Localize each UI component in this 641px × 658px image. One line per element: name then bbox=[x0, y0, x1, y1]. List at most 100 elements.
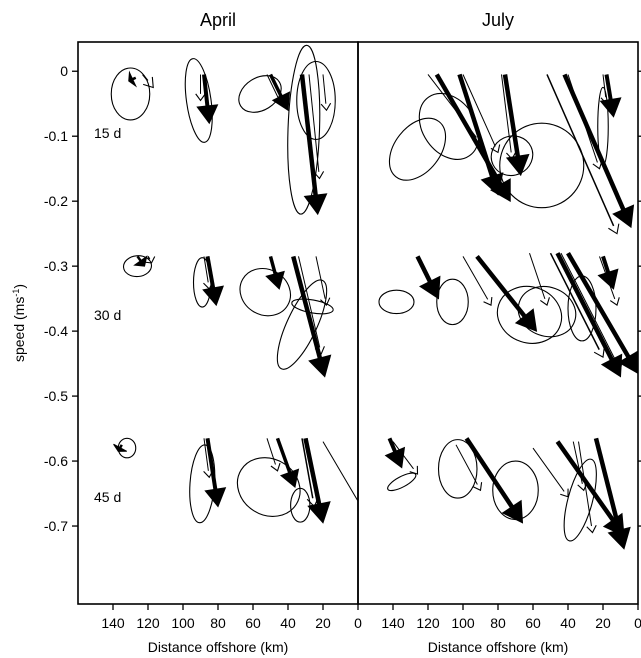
x-tick-label: 140 bbox=[101, 615, 125, 631]
vector-shaft bbox=[457, 73, 495, 178]
current-vector bbox=[384, 437, 406, 469]
x-tick-label: 140 bbox=[381, 615, 405, 631]
vector-shaft bbox=[322, 74, 327, 104]
vector-head bbox=[133, 255, 148, 267]
current-vector bbox=[549, 252, 605, 358]
vector-head bbox=[113, 443, 128, 452]
vector-head bbox=[483, 296, 493, 306]
vector-shaft bbox=[132, 76, 137, 81]
current-vector bbox=[501, 74, 517, 160]
vector-head bbox=[128, 70, 138, 88]
vector-shaft bbox=[599, 256, 616, 300]
vector-shaft bbox=[501, 74, 512, 153]
variance-ellipse bbox=[110, 67, 151, 121]
vector-shaft bbox=[549, 252, 600, 350]
vector-shaft bbox=[555, 440, 615, 522]
current-vector bbox=[593, 437, 631, 550]
x-tick-label: 0 bbox=[634, 615, 641, 631]
current-vector bbox=[462, 256, 493, 306]
vector-head bbox=[617, 350, 638, 374]
variance-ellipse bbox=[296, 60, 336, 141]
vector-head bbox=[303, 193, 328, 216]
vector-shaft bbox=[593, 437, 622, 531]
current-vector bbox=[144, 256, 156, 264]
vector-head bbox=[384, 446, 406, 469]
vector-head bbox=[279, 468, 300, 488]
y-axis-label-main: speed (ms bbox=[11, 297, 27, 362]
current-vector bbox=[560, 252, 623, 371]
vector-shaft bbox=[266, 74, 279, 98]
vector-head bbox=[600, 96, 611, 105]
panel-title-july: July bbox=[482, 10, 514, 30]
vector-head bbox=[270, 462, 281, 472]
x-tick-label: 80 bbox=[210, 615, 226, 631]
vector-shaft bbox=[205, 438, 218, 490]
y-tick-label: -0.4 bbox=[44, 323, 68, 339]
current-vector bbox=[266, 438, 281, 472]
vector-shaft bbox=[604, 74, 613, 100]
variance-ellipse bbox=[287, 44, 321, 215]
current-vector bbox=[133, 255, 148, 267]
variance-ellipse bbox=[499, 122, 585, 209]
row-label: 30 d bbox=[94, 307, 121, 323]
vector-head bbox=[144, 256, 156, 264]
x-tick-label: 100 bbox=[451, 615, 475, 631]
vector-head bbox=[607, 526, 631, 550]
vector-shaft bbox=[502, 74, 521, 157]
current-vector bbox=[203, 438, 214, 479]
current-vector bbox=[599, 256, 620, 307]
vector-head bbox=[586, 525, 597, 534]
x-tick-label: 0 bbox=[354, 615, 362, 631]
vector-shaft bbox=[301, 438, 314, 499]
vector-shaft bbox=[529, 252, 546, 300]
vector-head bbox=[265, 270, 285, 290]
current-vector bbox=[275, 437, 300, 488]
variance-ellipse bbox=[236, 457, 301, 517]
current-vector bbox=[546, 74, 620, 235]
vector-head bbox=[577, 482, 588, 492]
variance-ellipse bbox=[437, 439, 478, 499]
vector-shaft bbox=[275, 437, 292, 473]
vector-head bbox=[560, 488, 569, 498]
vector-head bbox=[143, 76, 154, 89]
x-tick-label: 120 bbox=[416, 615, 440, 631]
current-vector bbox=[475, 255, 538, 332]
variance-ellipse bbox=[496, 285, 563, 344]
vector-shaft bbox=[291, 255, 323, 359]
current-vector bbox=[578, 441, 597, 534]
variance-ellipse bbox=[436, 278, 469, 326]
current-vector bbox=[113, 443, 128, 452]
vector-head bbox=[409, 465, 419, 475]
vector-head bbox=[505, 153, 530, 177]
vector-head bbox=[612, 361, 623, 371]
vector-shaft bbox=[315, 256, 326, 299]
current-vector bbox=[562, 73, 635, 229]
vector-head bbox=[608, 223, 620, 235]
variance-ellipse bbox=[517, 285, 577, 338]
current-vector bbox=[128, 70, 138, 88]
vector-shaft bbox=[567, 74, 598, 163]
y-tick-label: -0.2 bbox=[44, 193, 68, 209]
row-label: 45 d bbox=[94, 489, 121, 505]
vector-shaft bbox=[119, 444, 123, 449]
y-axis-label: speed (ms-1) bbox=[11, 284, 27, 362]
x-tick-label: 40 bbox=[280, 615, 296, 631]
vector-head bbox=[308, 354, 332, 378]
vector-shaft bbox=[392, 441, 414, 470]
panel-marks-july bbox=[378, 73, 638, 550]
vector-head bbox=[593, 346, 605, 358]
vector-head bbox=[540, 297, 550, 307]
current-vector bbox=[529, 252, 550, 307]
current-vector bbox=[320, 74, 332, 112]
current-vector bbox=[532, 447, 569, 498]
x-tick-label: 60 bbox=[245, 615, 261, 631]
vector-head bbox=[203, 469, 214, 479]
variance-ellipse bbox=[238, 75, 282, 113]
current-vector bbox=[462, 74, 501, 154]
y-tick-label: 0 bbox=[60, 63, 68, 79]
y-tick-label: -0.5 bbox=[44, 388, 68, 404]
vector-shaft bbox=[464, 437, 514, 509]
vector-head bbox=[609, 297, 620, 307]
y-tick-label: -0.6 bbox=[44, 453, 68, 469]
